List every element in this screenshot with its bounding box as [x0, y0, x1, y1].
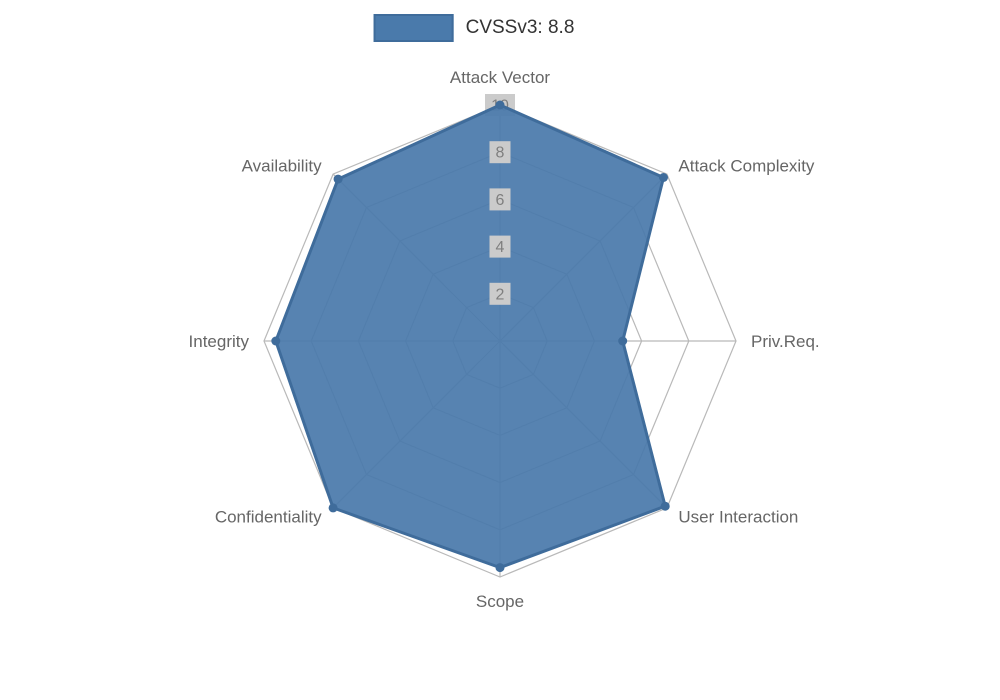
axis-label: Availability — [242, 157, 323, 176]
tick-label: 2 — [496, 286, 505, 303]
data-point[interactable] — [328, 503, 338, 513]
data-point[interactable] — [618, 336, 628, 346]
tick-label: 8 — [496, 145, 505, 162]
tick-label: 4 — [496, 239, 505, 256]
axis-label: Confidentiality — [215, 507, 322, 526]
chart-legend-item[interactable]: CVSSv3: 8.8 — [373, 14, 575, 42]
data-point[interactable] — [495, 100, 505, 110]
data-point[interactable] — [660, 501, 670, 511]
axis-label: Attack Vector — [450, 68, 550, 87]
legend-label: CVSSv3: 8.8 — [465, 17, 575, 38]
data-point[interactable] — [659, 173, 668, 182]
data-point[interactable] — [333, 174, 343, 184]
tick-backdrop — [489, 141, 511, 164]
tick-backdrop — [489, 235, 511, 258]
tick-backdrop — [489, 188, 511, 211]
tick-label: 6 — [496, 192, 505, 209]
axis-label: User Interaction — [678, 507, 798, 526]
data-point[interactable] — [271, 336, 281, 346]
axis-label: Scope — [476, 592, 524, 611]
legend-swatch — [373, 14, 454, 42]
axis-label: Integrity — [189, 332, 250, 351]
tick-backdrop — [489, 282, 511, 305]
axis-label: Priv.Req. — [751, 332, 820, 351]
axis-label: Attack Complexity — [678, 157, 815, 176]
data-point[interactable] — [495, 563, 505, 573]
